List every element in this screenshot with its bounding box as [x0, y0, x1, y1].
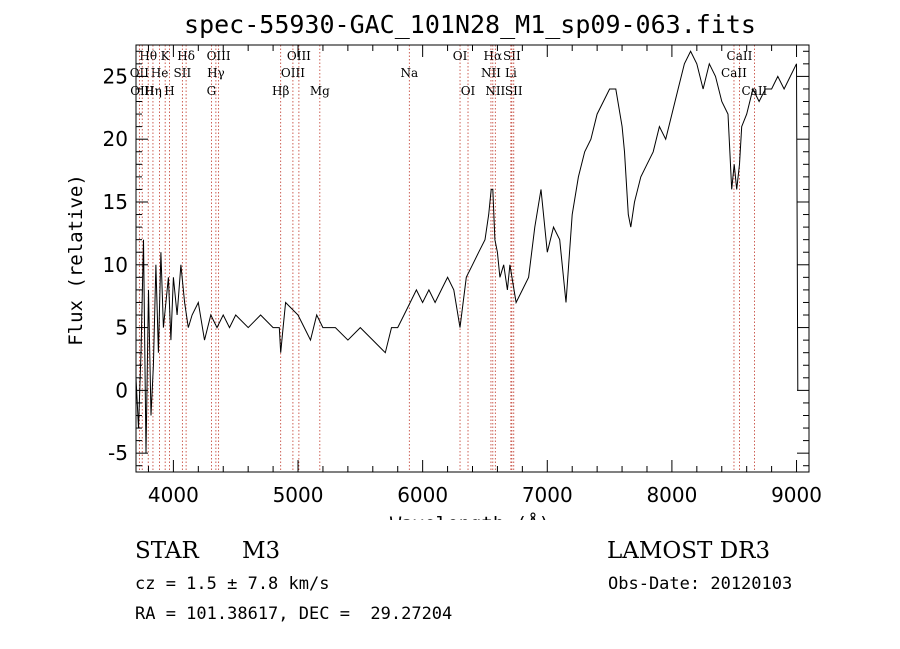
spectral-line-label: OII — [130, 66, 150, 80]
spectral-line-label: NII — [485, 84, 505, 98]
spectral-line-label: OIII — [207, 49, 231, 63]
x-axis-label: Wavelength (Å) — [390, 512, 550, 520]
x-tick-label: 7000 — [522, 483, 573, 507]
x-tick-label: 5000 — [273, 483, 324, 507]
axes: 4000 5000 6000 7000 8000 9000 -5 0 5 10 15 20 25 — [103, 45, 822, 507]
y-tick-label: 15 — [103, 190, 128, 214]
spectral-line-label: Hδ — [177, 49, 195, 63]
spectral-line-label: CaII — [727, 49, 753, 63]
series-layer — [135, 50, 799, 454]
series-line-flux — [135, 50, 799, 454]
spectral-line-label: H — [164, 84, 174, 98]
object-subclass: M3 — [242, 538, 281, 564]
spectral-line-label: SII — [505, 84, 523, 98]
spectral-line-label: OI — [453, 49, 468, 63]
x-tick-label: 4000 — [148, 483, 199, 507]
spectral-line-label: Mg — [310, 84, 330, 98]
spectral-line-label: G — [207, 84, 217, 98]
y-tick-label: 10 — [103, 253, 128, 277]
spectral-line-label: Na — [400, 66, 418, 80]
spectral-line-label: OI — [461, 84, 476, 98]
plot-frame — [135, 44, 810, 473]
y-tick-label: 20 — [103, 127, 128, 151]
chart-title: spec-55930-GAC_101N28_M1_sp09-063.fits — [184, 10, 756, 39]
observation-date: Obs-Date: 20120103 — [608, 574, 793, 594]
spectral-line-label: Li — [505, 66, 517, 80]
y-tick-label: 25 — [103, 64, 128, 88]
spectral-line-label: OIII — [281, 66, 305, 80]
spectral-line-label: He — [151, 66, 169, 80]
spectrum-chart: spec-55930-GAC_101N28_M1_sp09-063.fits H… — [65, 10, 822, 520]
spectral-line-label: Hα — [484, 49, 503, 63]
x-tick-label: 8000 — [646, 483, 697, 507]
y-tick-label: 0 — [115, 378, 128, 402]
object-class: STAR — [135, 538, 199, 564]
spectral-line-label: SII — [174, 66, 192, 80]
spectral-line-label: Hβ — [272, 84, 289, 98]
spectral-line-label: OIII — [287, 49, 311, 63]
survey-name: LAMOST DR3 — [607, 538, 771, 564]
spectral-line-label: CaII — [741, 84, 767, 98]
coordinates: RA = 101.38617, DEC = 29.27204 — [135, 604, 453, 624]
y-tick-label: 5 — [115, 316, 128, 340]
y-tick-label: -5 — [108, 441, 128, 465]
spectral-line-label: Hγ — [207, 66, 225, 80]
y-axis-label: Flux (relative) — [65, 174, 87, 346]
spectral-line-label: NII — [481, 66, 501, 80]
x-tick-label: 6000 — [397, 483, 448, 507]
x-tick-label: 9000 — [771, 483, 822, 507]
spectral-line-label: CaII — [721, 66, 747, 80]
spectral-line-label: SII — [503, 49, 521, 63]
spectral-line-label: Hη — [144, 84, 162, 98]
spectral-line-label: K — [161, 49, 171, 63]
redshift-velocity: cz = 1.5 ± 7.8 km/s — [135, 574, 330, 594]
